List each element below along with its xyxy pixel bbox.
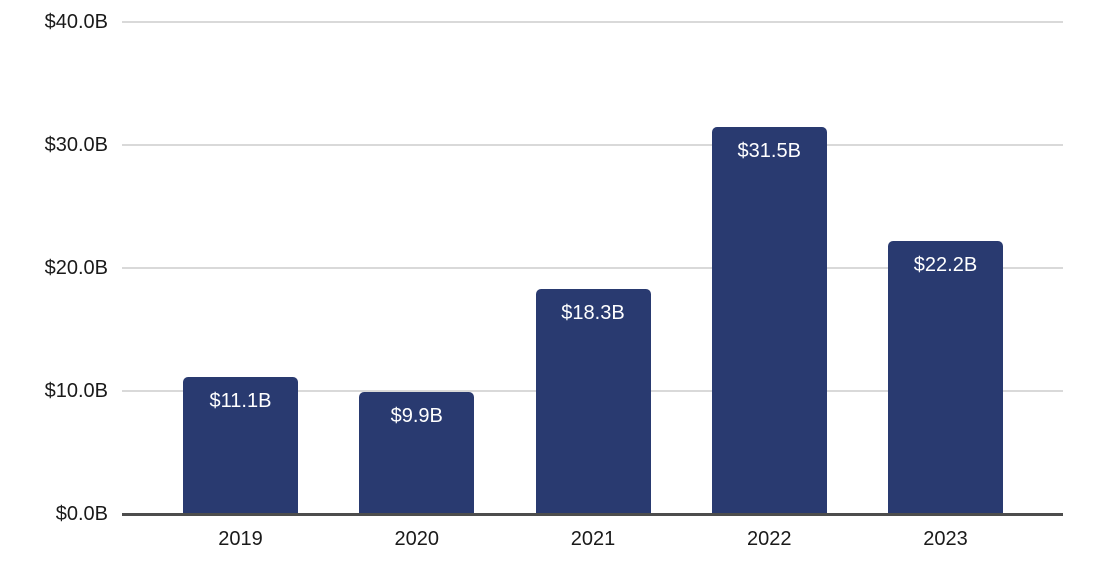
- y-axis-tick-label: $30.0B: [44, 134, 108, 156]
- gridline: [122, 267, 1063, 269]
- x-axis-tick-label: 2019: [218, 528, 263, 550]
- x-axis-tick-label: 2023: [923, 528, 968, 550]
- bar-2021: $18.3B: [535, 288, 651, 514]
- bar-value-label: $22.2B: [913, 253, 978, 276]
- y-axis-tick-label: $10.0B: [44, 380, 108, 402]
- bar-value-label: $31.5B: [737, 139, 801, 162]
- bar-2023: $22.2B: [888, 240, 1003, 514]
- y-axis-tick-label: $40.0B: [44, 11, 108, 33]
- x-axis-tick-label: 2020: [394, 528, 440, 550]
- gridline: [122, 144, 1063, 146]
- x-axis-baseline: [122, 513, 1063, 516]
- y-axis-tick-label: $20.0B: [44, 257, 108, 279]
- gridline: [122, 21, 1063, 23]
- y-axis-tick-label: $0.0B: [55, 503, 108, 525]
- bar-value-label: $9.9B: [390, 405, 443, 428]
- bar-2022: $31.5B: [711, 126, 827, 514]
- bar-2019: $11.1B: [183, 377, 298, 514]
- bar-value-label: $18.3B: [561, 301, 625, 324]
- x-axis-tick-label: 2022: [747, 528, 792, 550]
- bar-value-label: $11.1B: [209, 390, 272, 413]
- x-axis-tick-label: 2021: [570, 528, 616, 550]
- bar-2020: $9.9B: [359, 392, 475, 514]
